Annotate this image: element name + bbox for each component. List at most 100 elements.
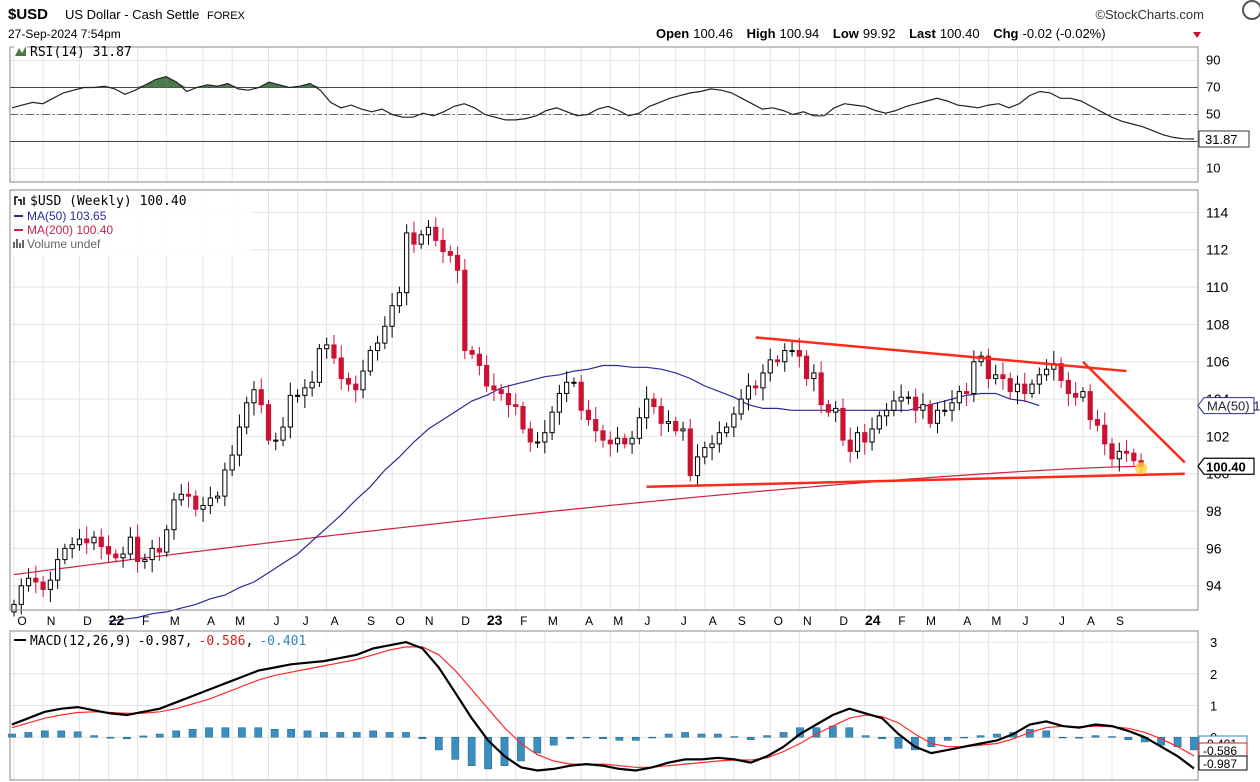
candle [556, 392, 562, 413]
candle [658, 406, 664, 424]
candle [476, 353, 482, 366]
candle [883, 409, 890, 417]
rsi-overbought-fill [155, 76, 167, 88]
candle [105, 546, 112, 555]
macd-hist-bar [369, 730, 378, 738]
candle [491, 385, 497, 391]
candle [927, 404, 933, 424]
candle [905, 396, 912, 399]
x-tick-label: M [235, 614, 245, 628]
last-value: 100.40 [940, 26, 980, 41]
macd-hist-bar [8, 733, 16, 738]
candle [673, 420, 679, 432]
x-tick-label: J [1059, 614, 1065, 628]
signal-line [11, 646, 1195, 768]
rsi-last-label: 31.87 [1205, 132, 1238, 147]
candle [811, 372, 817, 380]
candle [33, 577, 39, 583]
candle [55, 559, 61, 581]
candle [374, 342, 381, 352]
macd-hist-bar [681, 732, 689, 738]
candle [585, 409, 592, 421]
macd-hist-bar [221, 727, 230, 738]
candle [782, 350, 788, 363]
ma50-last-box [1197, 397, 1255, 415]
candle [287, 394, 293, 428]
x-tick-label: F [520, 614, 527, 628]
macd-hist-bar [993, 733, 1001, 738]
candle [731, 413, 737, 428]
candle [244, 402, 250, 428]
candle [971, 361, 977, 394]
price-tick-label: 110 [1206, 279, 1229, 295]
x-tick-label: O [17, 614, 26, 628]
candle [1131, 452, 1137, 462]
trendline [755, 336, 1127, 373]
candle [309, 381, 315, 389]
rsi-overbought-fill [227, 83, 239, 88]
candle [404, 232, 410, 294]
candle [164, 529, 170, 553]
candle [876, 415, 882, 430]
candle [891, 400, 897, 411]
candle [294, 394, 301, 397]
candle [396, 292, 402, 307]
help-icon[interactable] [1242, 0, 1260, 20]
macd-hist-bar [763, 735, 772, 738]
candle [236, 426, 243, 456]
x-tick-label: N [425, 614, 434, 628]
macd-frame [9, 630, 1199, 781]
rsi-overbought-fill [166, 76, 177, 88]
macd-hist-bar [714, 733, 722, 738]
candle [527, 428, 533, 443]
candle [1058, 363, 1064, 381]
price-tick-label: 112 [1206, 242, 1229, 258]
candle [614, 437, 621, 445]
exchange: FOREX [207, 10, 246, 22]
candle [636, 417, 642, 439]
candle [1073, 392, 1079, 398]
stockcharts-brand: ©StockCharts.com [1095, 7, 1204, 22]
rsi-overbought-fill [176, 82, 187, 88]
candle [564, 381, 570, 394]
candle [360, 370, 366, 391]
x-tick-label: F [898, 614, 905, 628]
macd-hist-bar [582, 736, 591, 739]
candle [934, 409, 941, 424]
macd-hist-bar [172, 730, 181, 738]
candle [993, 374, 999, 380]
candle [484, 364, 490, 387]
candle [367, 350, 373, 372]
price-tick-label: 102 [1206, 428, 1230, 444]
candle [1007, 378, 1013, 393]
macd-hist-bar [631, 736, 640, 741]
macd-hist-bar [1042, 730, 1051, 738]
candle [91, 536, 97, 544]
candle [156, 547, 163, 553]
candle [549, 411, 555, 434]
candle [716, 432, 722, 445]
candle [11, 603, 17, 613]
macd-hist-bar [402, 732, 410, 738]
macd-hist-bar [123, 736, 131, 740]
candle [171, 499, 177, 531]
macd-hist-bar [336, 732, 345, 738]
candle [447, 251, 453, 256]
x-tick-label: F [142, 614, 149, 628]
macd-hist-bar [40, 730, 49, 738]
candle [694, 456, 701, 477]
candle [1087, 391, 1093, 421]
candle [622, 437, 628, 445]
candle [840, 407, 846, 441]
candle [1116, 450, 1122, 460]
candle [62, 547, 68, 561]
x-tick-label: J [681, 614, 687, 628]
candle [687, 428, 693, 477]
candle [745, 385, 752, 400]
candle [76, 538, 83, 546]
macd-hist-bar [1190, 736, 1198, 751]
candle [825, 404, 832, 413]
legend-bg [12, 192, 252, 256]
candle [280, 426, 286, 441]
macd-last-label: -0.586 [1203, 744, 1237, 758]
